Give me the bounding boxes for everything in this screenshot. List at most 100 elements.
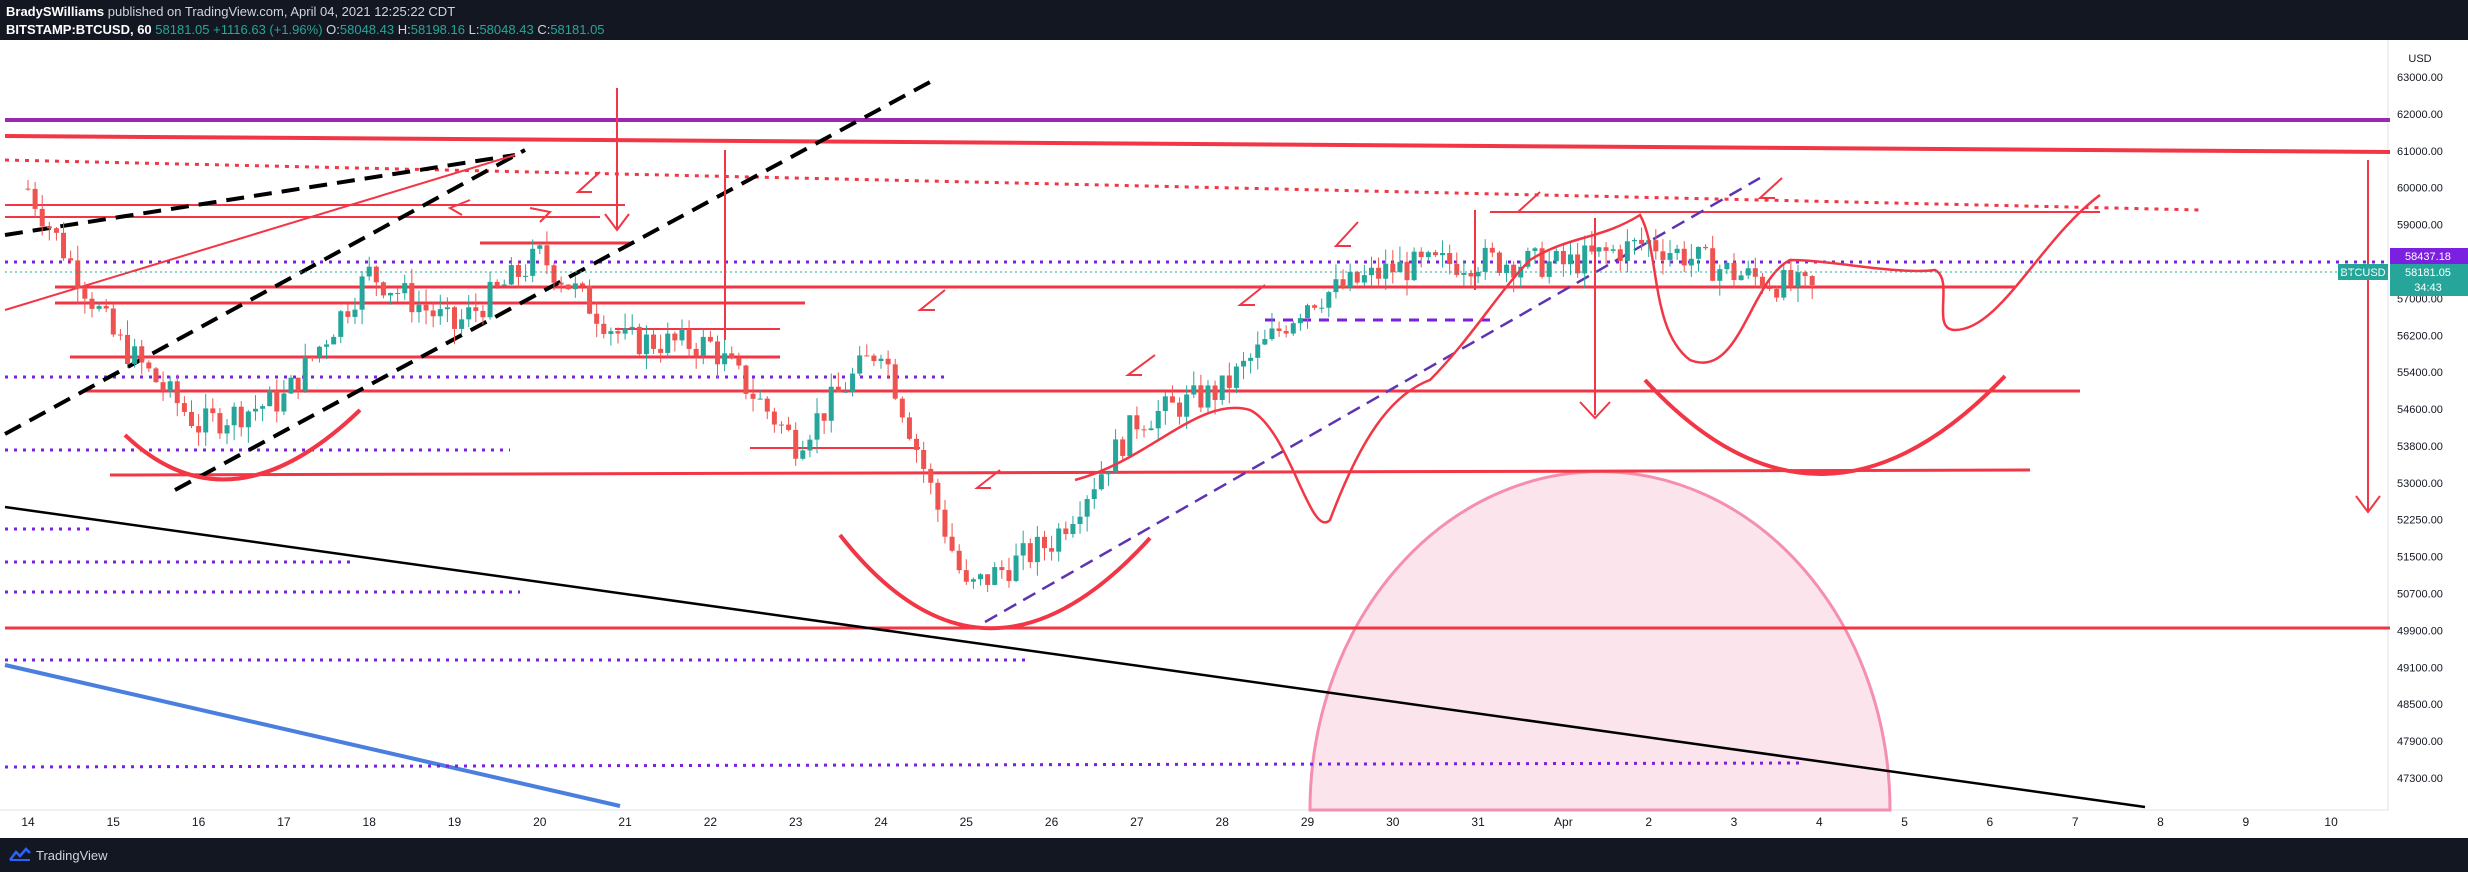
candle-body (1077, 516, 1083, 525)
candle-body (1105, 472, 1111, 475)
candle-body (693, 348, 699, 356)
projection-curve[interactable] (1074, 194, 2101, 524)
candle-body (1411, 251, 1417, 281)
annotation-arrow[interactable] (575, 171, 601, 193)
candle-body (1667, 253, 1673, 260)
dashed-channel-lower[interactable] (4, 148, 526, 436)
candle-body (1710, 248, 1716, 281)
price-chart[interactable]: USD 63000.00 62000.00 61000.00 60000.00 5900… (0, 40, 2468, 838)
time-axis-tick-label: 18 (363, 815, 377, 829)
annotation-arrow[interactable] (1124, 354, 1156, 376)
price-axis-tick-label: 51500.00 (2397, 552, 2443, 564)
published-text: published on TradingView.com, April 04, … (104, 4, 456, 19)
candle-body (1745, 268, 1751, 276)
candle-body (508, 265, 514, 285)
candle-body (707, 336, 713, 342)
candle-body (231, 406, 237, 426)
annotation-arrow[interactable] (917, 289, 946, 311)
candle-body (1269, 328, 1275, 340)
candle-body (1134, 415, 1140, 430)
candle-body (949, 536, 955, 551)
annotation-arrow[interactable] (447, 199, 471, 216)
annotation-arrow[interactable] (529, 207, 553, 223)
candle-body (1049, 548, 1055, 552)
publish-line: BradySWilliams published on TradingView.… (6, 4, 455, 19)
currency-label: USD (2408, 53, 2431, 65)
candle-body (700, 336, 706, 356)
drop-arrow-head-1[interactable] (604, 213, 630, 232)
price-axis-tick-label: 59000.00 (2397, 220, 2443, 232)
red-thin-rising[interactable] (4, 154, 516, 311)
candle-body (1553, 251, 1559, 262)
cup-arc-2[interactable] (838, 533, 1152, 631)
candle-body (274, 390, 280, 412)
candles (25, 179, 1815, 592)
dashed-wedge-line[interactable] (174, 80, 931, 492)
time-axis-tick-label: 28 (1216, 815, 1230, 829)
annotation-arrow[interactable] (1333, 221, 1359, 247)
candle-body (1184, 394, 1190, 417)
candle-body (928, 468, 934, 483)
time-axis-tick-label: 14 (21, 815, 35, 829)
candle-body (1276, 328, 1282, 331)
symbol[interactable]: BITSTAMP:BTCUSD, 60 (6, 22, 152, 37)
time-axis-tick-label: 17 (277, 815, 291, 829)
candle-body (750, 393, 756, 399)
candle-body (1255, 344, 1261, 358)
price-tag-purple (2390, 248, 2468, 264)
annotation-arrow[interactable] (1237, 284, 1266, 306)
candle-body (736, 358, 742, 366)
price-axis-tick-label: 48500.00 (2397, 699, 2443, 711)
countdown-text: 34:43 (2414, 282, 2442, 294)
candle-body (1532, 248, 1538, 251)
time-axis-tick-label: 25 (960, 815, 974, 829)
candle-body (1383, 263, 1389, 279)
candle-body (686, 328, 692, 349)
annotation-arrow[interactable] (1757, 177, 1783, 199)
candle-body (1788, 269, 1794, 287)
candle-body (430, 310, 436, 317)
candle-body (1731, 262, 1737, 281)
candle-body (978, 574, 984, 580)
candle-body (892, 364, 898, 399)
candle-body (1027, 543, 1033, 563)
candle-body (1461, 273, 1467, 275)
candle-body (487, 281, 493, 318)
candle-body (1319, 307, 1325, 309)
candle-body (1568, 254, 1574, 265)
candle-body (786, 424, 792, 430)
tradingview-logo-icon[interactable] (8, 847, 32, 863)
time-axis-tick-label: 27 (1130, 815, 1144, 829)
candle-body (878, 358, 884, 362)
resistance-line-red-top[interactable] (4, 134, 2391, 154)
dashed-rising-trend[interactable] (984, 176, 1761, 624)
candle-body (1212, 385, 1218, 400)
symbol-tag-text: BTCUSD (2340, 267, 2385, 279)
chart-background (0, 40, 2468, 838)
candle-body (1603, 247, 1609, 251)
candle-body (1589, 245, 1595, 252)
price-tag-green-text: 58181.05 (2405, 267, 2451, 279)
candle-body (665, 333, 671, 353)
candle-body (501, 284, 507, 286)
trendline-blue[interactable] (4, 663, 621, 808)
trendline-black-long[interactable] (4, 505, 2146, 809)
drop-arrow-head-3[interactable] (2355, 495, 2381, 514)
candle-body (715, 341, 721, 365)
dashed-channel-upper[interactable] (4, 153, 516, 237)
cup-arc-1[interactable] (123, 408, 362, 482)
candle-body (764, 398, 770, 412)
candle-body (921, 449, 927, 469)
candle-body (437, 309, 443, 317)
drop-arrow-head-2[interactable] (1579, 401, 1611, 420)
cup-arc-3[interactable] (1643, 374, 2007, 476)
open-value: 58048.43 (339, 22, 395, 37)
annotation-arrow[interactable] (974, 469, 1001, 489)
tradingview-brand[interactable]: TradingView (36, 848, 108, 863)
candle-body (828, 386, 834, 421)
candle-body (1489, 247, 1495, 253)
level-53800[interactable] (109, 468, 2031, 477)
author-name[interactable]: BradySWilliams (6, 4, 105, 19)
annotation-arrow[interactable] (1515, 191, 1541, 213)
dotted-purple-47700[interactable] (4, 761, 1801, 769)
